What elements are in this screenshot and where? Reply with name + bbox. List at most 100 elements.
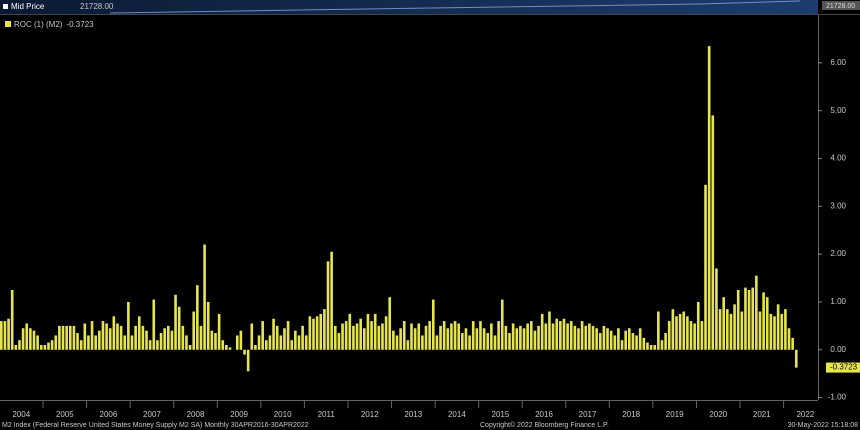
bar (312, 318, 315, 350)
bar (228, 347, 232, 350)
bar (689, 321, 693, 350)
bar (39, 345, 43, 350)
bar (105, 323, 108, 350)
bar (722, 297, 725, 350)
bar (569, 321, 573, 350)
bar (181, 325, 185, 350)
bar (264, 340, 268, 350)
bar (112, 316, 116, 350)
bar (221, 340, 225, 350)
x-tick-label: 2006 (100, 410, 118, 419)
bar (286, 321, 290, 350)
x-tick-label: 2016 (535, 410, 553, 419)
bar (475, 328, 479, 350)
bar (261, 321, 264, 350)
bar (657, 311, 660, 350)
bar (406, 340, 410, 350)
bar (649, 345, 653, 350)
bar (744, 287, 747, 350)
bar (50, 340, 54, 350)
x-tick-label: 2021 (753, 410, 771, 419)
bar (174, 294, 177, 350)
bar (537, 325, 540, 350)
bar (235, 335, 239, 350)
bar (206, 301, 210, 350)
x-tick-label: 2018 (622, 410, 640, 419)
bar (733, 304, 736, 350)
x-tick-label: 2007 (143, 410, 161, 419)
bar (591, 325, 595, 350)
bar (185, 335, 188, 350)
bar (188, 345, 192, 350)
x-tick-label: 2014 (448, 410, 466, 419)
bar (348, 313, 352, 350)
bar (664, 333, 667, 350)
bar (726, 309, 729, 350)
bar (18, 340, 21, 350)
bar (490, 323, 493, 350)
x-tick-label: 2020 (709, 410, 727, 419)
y-tick-label: 1.00 (830, 297, 846, 306)
bar (0, 321, 3, 350)
bar (700, 321, 704, 350)
bar (192, 311, 196, 350)
bar (715, 268, 718, 350)
bar (522, 328, 526, 350)
bar (682, 311, 686, 350)
bar (620, 340, 624, 350)
bar (377, 325, 381, 350)
bar (268, 335, 272, 350)
bar (392, 330, 395, 350)
bar (159, 333, 163, 350)
bar (617, 328, 620, 350)
bar (424, 325, 428, 350)
bar (686, 316, 689, 350)
bar (344, 321, 348, 350)
bar (559, 321, 562, 350)
bar (257, 335, 261, 350)
bar (446, 328, 450, 350)
y-tick-label: 2.00 (830, 249, 846, 258)
top-legend-swatch (3, 4, 8, 9)
x-tick-label: 2009 (230, 410, 248, 419)
bar (130, 335, 134, 350)
bar (319, 313, 323, 350)
bar (373, 313, 377, 350)
bar (627, 328, 631, 350)
bar (108, 328, 112, 350)
bar (519, 325, 522, 350)
bar (588, 323, 591, 350)
bar (395, 335, 399, 350)
bar (123, 335, 127, 350)
bar (254, 345, 257, 350)
bar (196, 285, 199, 350)
bar (529, 321, 533, 350)
bar (751, 287, 755, 350)
bar (431, 299, 435, 350)
bar (352, 325, 355, 350)
bar (137, 316, 141, 350)
last-value-box (826, 362, 860, 373)
bar (758, 311, 762, 350)
bar (10, 290, 14, 350)
bar (675, 316, 678, 350)
x-tick-label: 2010 (274, 410, 292, 419)
legend-swatch (5, 21, 11, 27)
bar (250, 323, 254, 350)
bar (363, 328, 366, 350)
bar (152, 299, 156, 350)
bar (526, 323, 529, 350)
bar (3, 321, 7, 350)
bar (141, 325, 145, 350)
bar (413, 328, 417, 350)
bar (326, 261, 330, 350)
bar (468, 335, 471, 350)
bar (25, 323, 29, 350)
bar (290, 340, 294, 350)
bar (551, 323, 555, 350)
bar (36, 335, 39, 350)
bar (718, 309, 722, 350)
legend-value: -0.3723 (66, 20, 94, 29)
bar (119, 325, 123, 350)
bar (515, 328, 519, 350)
